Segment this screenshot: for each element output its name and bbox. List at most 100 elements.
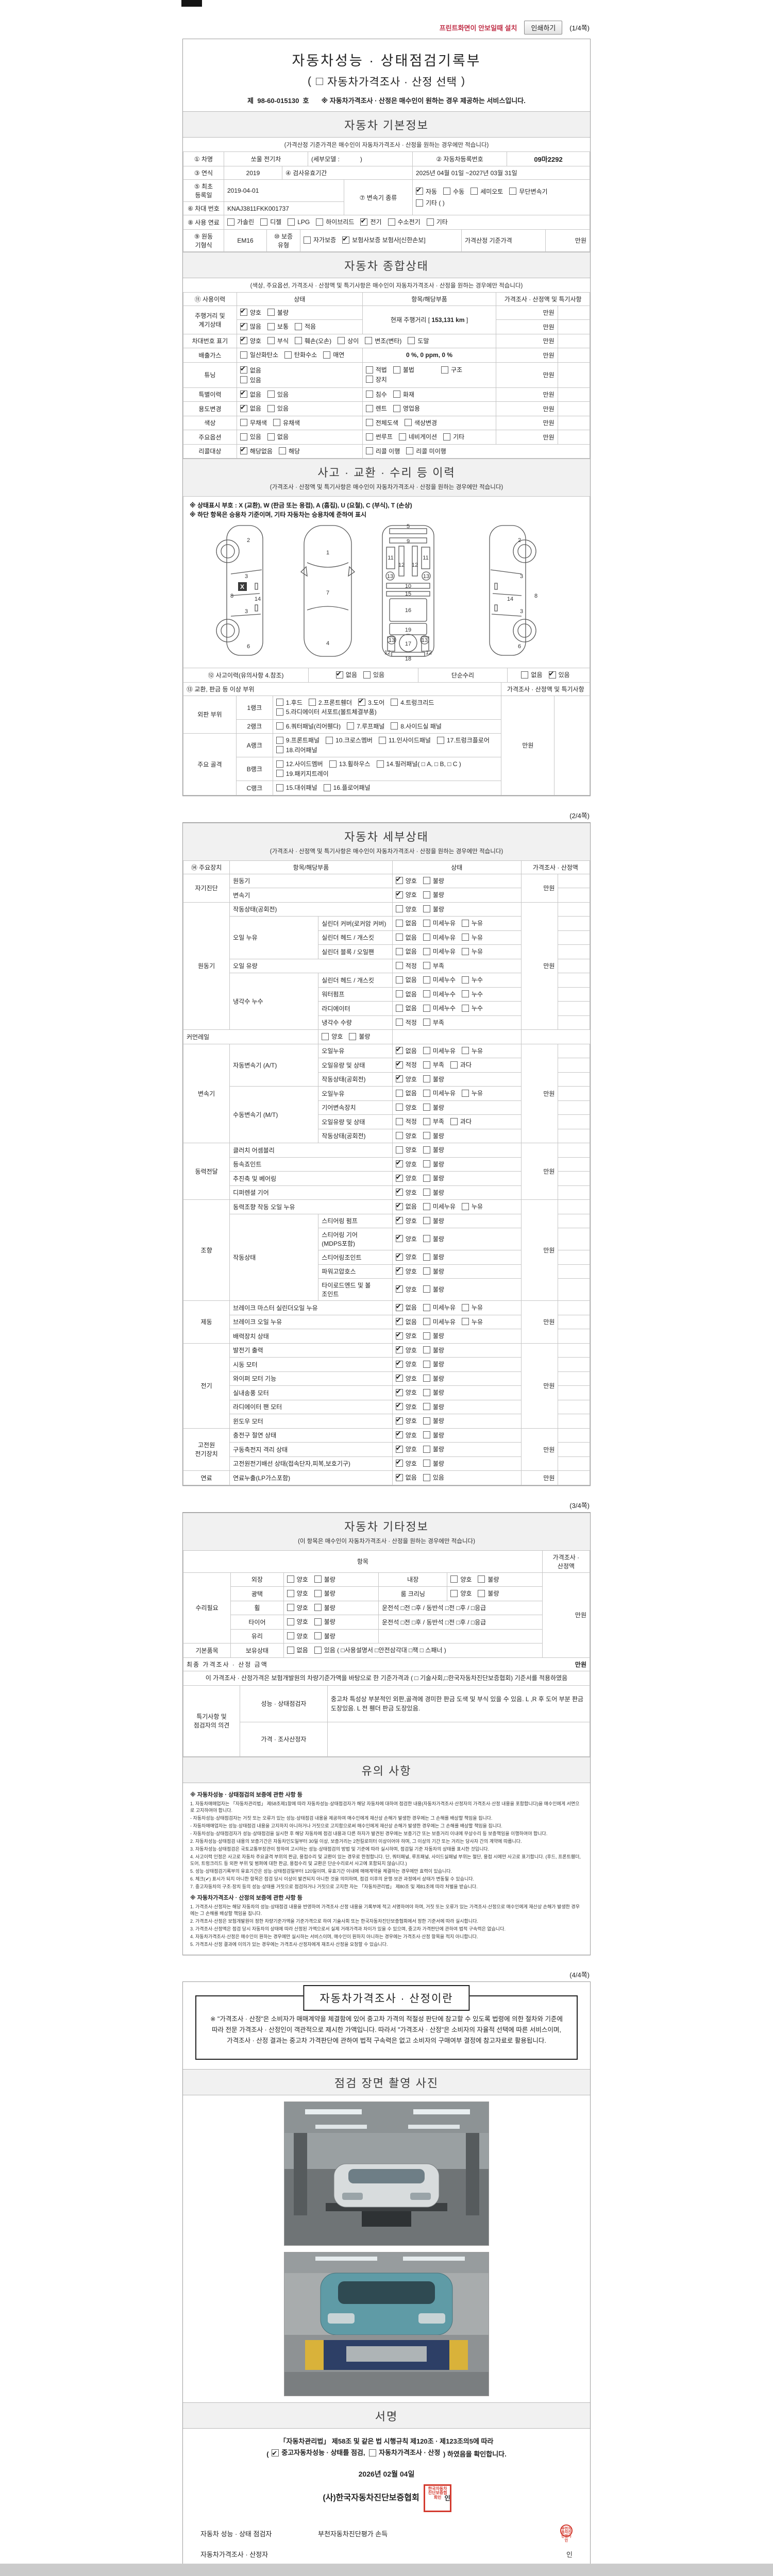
checkbox[interactable] bbox=[240, 351, 247, 359]
checkbox[interactable] bbox=[395, 1187, 403, 1196]
checkbox[interactable] bbox=[287, 1589, 294, 1597]
checkbox[interactable] bbox=[395, 1401, 403, 1410]
checkbox[interactable] bbox=[287, 1632, 294, 1639]
checkbox[interactable] bbox=[395, 1132, 403, 1139]
checkbox[interactable] bbox=[423, 1075, 430, 1082]
checkbox[interactable] bbox=[395, 1159, 403, 1167]
checkbox[interactable] bbox=[267, 323, 275, 330]
checkbox[interactable] bbox=[462, 1318, 469, 1325]
checkbox[interactable] bbox=[365, 419, 373, 426]
checkbox[interactable] bbox=[347, 722, 355, 730]
checkbox[interactable] bbox=[323, 784, 331, 791]
checkbox[interactable] bbox=[391, 722, 398, 730]
checkbox[interactable] bbox=[395, 1089, 403, 1097]
checkbox[interactable] bbox=[423, 1460, 430, 1467]
checkbox[interactable] bbox=[360, 217, 368, 226]
checkbox[interactable] bbox=[323, 351, 331, 359]
checkbox[interactable] bbox=[462, 1303, 469, 1311]
checkbox[interactable] bbox=[423, 1445, 430, 1453]
checkbox[interactable] bbox=[365, 376, 373, 383]
checkbox[interactable] bbox=[376, 760, 384, 768]
checkbox[interactable] bbox=[423, 1217, 430, 1224]
checkbox[interactable] bbox=[423, 1375, 430, 1382]
checkbox[interactable] bbox=[416, 186, 423, 195]
checkbox[interactable] bbox=[423, 905, 430, 912]
checkbox[interactable] bbox=[227, 218, 234, 226]
checkbox[interactable] bbox=[276, 699, 283, 706]
checkbox[interactable] bbox=[423, 1189, 430, 1196]
checkbox[interactable] bbox=[423, 1235, 430, 1243]
checkbox[interactable] bbox=[393, 391, 400, 398]
checkbox[interactable] bbox=[462, 1089, 469, 1097]
checkbox[interactable] bbox=[276, 784, 283, 791]
checkbox[interactable] bbox=[240, 376, 247, 383]
checkbox[interactable] bbox=[240, 446, 247, 454]
print-button[interactable]: 인쇄하기 bbox=[524, 21, 563, 35]
checkbox[interactable] bbox=[423, 877, 430, 884]
checkbox[interactable] bbox=[521, 671, 529, 679]
checkbox[interactable] bbox=[423, 1202, 430, 1210]
checkbox[interactable] bbox=[288, 218, 295, 226]
checkbox[interactable] bbox=[423, 1004, 430, 1012]
checkbox[interactable] bbox=[276, 736, 283, 744]
checkbox[interactable] bbox=[423, 934, 430, 941]
checkbox[interactable] bbox=[423, 1047, 430, 1054]
checkbox[interactable] bbox=[395, 1173, 403, 1182]
checkbox[interactable] bbox=[478, 1589, 485, 1597]
checkbox[interactable] bbox=[423, 1403, 430, 1410]
checkbox[interactable] bbox=[423, 1117, 430, 1125]
checkbox[interactable] bbox=[423, 1431, 430, 1438]
checkbox[interactable] bbox=[395, 1004, 403, 1012]
checkbox[interactable] bbox=[441, 366, 448, 374]
checkbox[interactable] bbox=[395, 1233, 403, 1243]
checkbox[interactable] bbox=[423, 1174, 430, 1182]
checkbox[interactable] bbox=[462, 976, 469, 984]
checkbox[interactable] bbox=[276, 722, 283, 730]
checkbox[interactable] bbox=[260, 218, 268, 226]
checkbox[interactable] bbox=[358, 697, 366, 706]
checkbox[interactable] bbox=[395, 875, 403, 884]
checkbox[interactable] bbox=[423, 891, 430, 899]
checkbox[interactable] bbox=[365, 391, 373, 398]
checkbox[interactable] bbox=[423, 947, 430, 955]
checkbox[interactable] bbox=[240, 321, 247, 330]
checkbox[interactable] bbox=[450, 1589, 458, 1597]
checkbox[interactable] bbox=[462, 1004, 469, 1012]
checkbox[interactable] bbox=[284, 351, 292, 359]
checkbox[interactable] bbox=[395, 1331, 403, 1340]
checkbox[interactable] bbox=[395, 1316, 403, 1325]
checkbox[interactable] bbox=[395, 1458, 403, 1467]
checkbox[interactable] bbox=[395, 890, 403, 899]
checkbox[interactable] bbox=[395, 1416, 403, 1425]
checkbox[interactable] bbox=[450, 1575, 458, 1583]
checkbox[interactable] bbox=[470, 188, 478, 195]
checkbox[interactable] bbox=[423, 1146, 430, 1154]
checkbox[interactable] bbox=[365, 447, 373, 454]
checkbox[interactable] bbox=[326, 736, 333, 744]
checkbox[interactable] bbox=[478, 1575, 485, 1583]
checkbox[interactable] bbox=[391, 699, 398, 706]
checkbox[interactable] bbox=[443, 188, 451, 195]
checkbox[interactable] bbox=[395, 1019, 403, 1026]
checkbox[interactable] bbox=[267, 391, 275, 398]
checkbox[interactable] bbox=[240, 433, 247, 440]
checkbox[interactable] bbox=[450, 1061, 458, 1069]
checkbox[interactable] bbox=[365, 433, 373, 440]
checkbox[interactable] bbox=[395, 962, 403, 969]
checkbox[interactable] bbox=[287, 1618, 294, 1625]
checkbox[interactable] bbox=[276, 708, 283, 716]
checkbox[interactable] bbox=[436, 736, 444, 744]
checkbox[interactable] bbox=[462, 947, 469, 955]
checkbox[interactable] bbox=[462, 1047, 469, 1054]
checkbox[interactable] bbox=[314, 1646, 322, 1654]
checkbox[interactable] bbox=[395, 1430, 403, 1438]
checkbox[interactable] bbox=[395, 1117, 403, 1125]
checkbox[interactable] bbox=[450, 1117, 458, 1125]
checkbox[interactable] bbox=[393, 404, 400, 412]
checkbox[interactable] bbox=[462, 919, 469, 927]
checkbox[interactable] bbox=[423, 1417, 430, 1425]
checkbox[interactable] bbox=[314, 1604, 322, 1611]
checkbox[interactable] bbox=[548, 670, 556, 679]
checkbox[interactable] bbox=[342, 235, 350, 244]
checkbox[interactable] bbox=[267, 309, 275, 316]
